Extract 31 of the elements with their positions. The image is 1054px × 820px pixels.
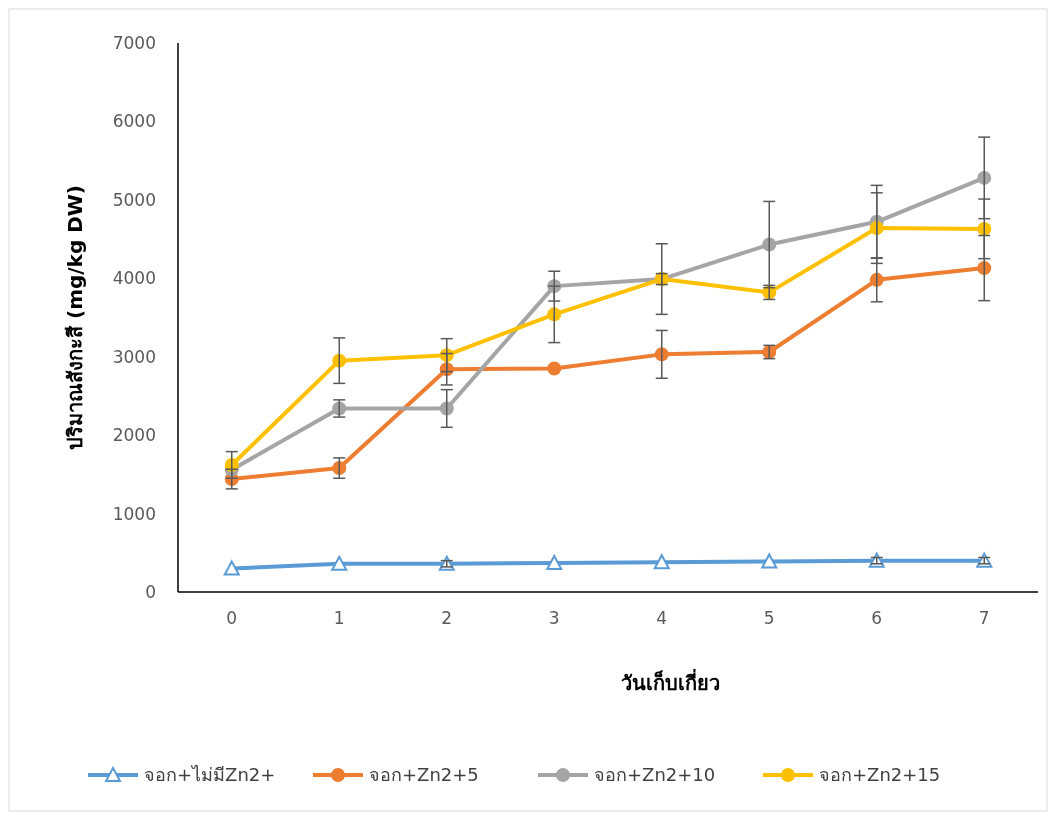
y-tick-label: 4000 [112, 268, 156, 289]
point [653, 554, 670, 570]
point [332, 461, 347, 476]
legend-label: จอก+Zn2+5 [369, 764, 479, 786]
y-tick-label: 6000 [112, 111, 156, 132]
legend-label: จอก+Zn2+10 [594, 764, 716, 786]
y-tick-label: 7000 [112, 32, 156, 53]
legend-label: จอก+ไม่มีZn2+ [144, 764, 276, 786]
x-tick-label: 0 [226, 607, 238, 628]
x-tick-label: 4 [656, 607, 668, 628]
x-tick-label: 5 [763, 607, 775, 628]
y-tick-label: 1000 [112, 503, 156, 524]
point [977, 261, 992, 276]
x-tick-label: 6 [871, 607, 883, 628]
point [761, 553, 778, 569]
point [331, 555, 348, 571]
y-tick-label: 5000 [112, 189, 156, 210]
x-tick-label: 1 [333, 607, 345, 628]
y-tick-label: 3000 [112, 346, 156, 367]
x-tick-label: 7 [978, 607, 990, 628]
y-axis-title: ปริมาณสังกะสี (mg/kg DW) [63, 185, 87, 450]
y-tick-label: 2000 [112, 425, 156, 446]
y-tick-label: 0 [145, 581, 156, 602]
x-axis-title: วันเก็บเกี่ยว [620, 668, 720, 695]
point [223, 560, 240, 576]
point [977, 170, 992, 185]
point [546, 554, 563, 570]
x-tick-label: 3 [548, 607, 560, 628]
legend-label: จอก+Zn2+15 [819, 764, 941, 786]
x-tick-label: 2 [441, 607, 453, 628]
point [547, 361, 562, 376]
